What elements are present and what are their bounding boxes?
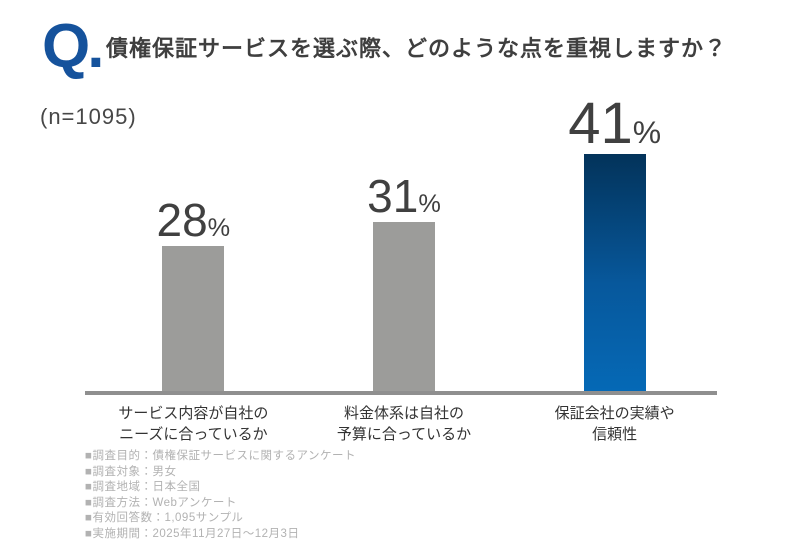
- category-labels-row: サービス内容が自社の ニーズに合っているか 料金体系は自社の 予算に合っているか…: [88, 403, 720, 445]
- bar-value: 28: [156, 194, 208, 247]
- category-label-service-fit: サービス内容が自社の ニーズに合っているか: [118, 405, 269, 443]
- page-title: 債権保証サービスを選ぶ際、どのような点を重視しますか？: [106, 36, 728, 61]
- survey-note-period: ■実施期間：2025年11月27日～12月3日: [85, 527, 300, 540]
- bar-value-label: 41%: [568, 95, 662, 153]
- percent-sign: %: [632, 114, 662, 151]
- survey-note-purpose: ■調査目的：債権保証サービスに関するアンケート: [85, 450, 356, 462]
- category-label-price-fit: 料金体系は自社の 予算に合っているか: [336, 405, 472, 443]
- percent-sign: %: [418, 190, 441, 219]
- bar-column-service-fit: 28%: [88, 91, 299, 391]
- survey-notes: ■調査目的：債権保証サービスに関するアンケート ■調査対象：男女 ■調査地域：日…: [85, 449, 356, 542]
- bar-value-label: 31%: [367, 173, 441, 219]
- bar-service-fit: [162, 246, 225, 391]
- sample-size-label: (n=1095): [40, 104, 137, 129]
- survey-note-responses: ■有効回答数：1,095サンプル: [85, 512, 244, 524]
- bar-value: 31: [367, 170, 419, 223]
- percent-sign: %: [207, 214, 231, 243]
- bar-price-fit: [373, 222, 435, 391]
- survey-note-subjects: ■調査対象：男女: [85, 465, 177, 478]
- category-label-trust: 保証会社の実績や 信頼性: [554, 405, 675, 443]
- x-axis-line: [85, 391, 717, 395]
- bar-chart-plot: 28% 31% 41%: [88, 91, 720, 391]
- bar-value: 41: [568, 91, 633, 157]
- bar-column-trust: 41%: [509, 91, 720, 391]
- bar-trust-highlighted: [583, 154, 646, 391]
- question-mark-label: Q.: [42, 12, 104, 81]
- survey-note-region: ■調査地域：日本全国: [85, 481, 201, 493]
- bar-column-price-fit: 31%: [299, 91, 510, 391]
- bar-value-label: 28%: [157, 197, 231, 243]
- survey-note-method: ■調査方法：Webアンケート: [85, 496, 237, 509]
